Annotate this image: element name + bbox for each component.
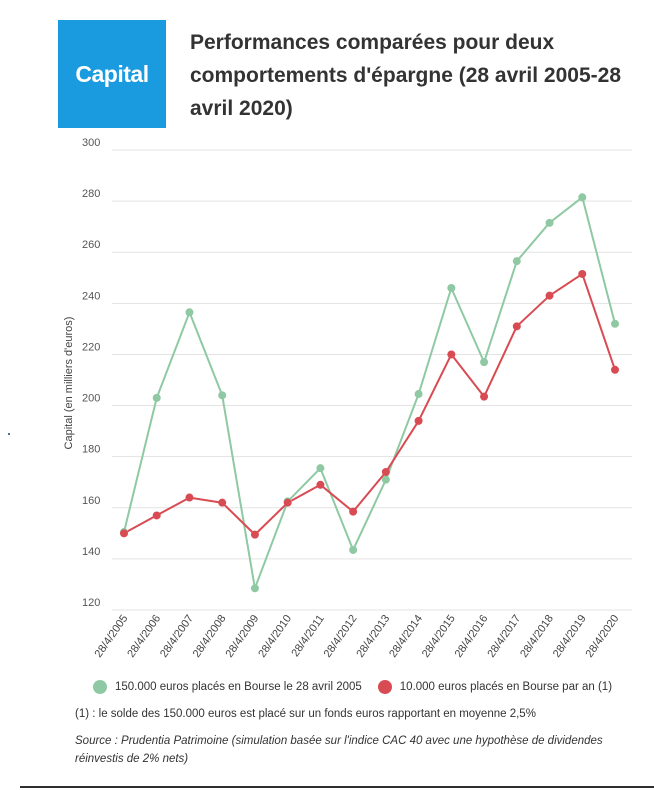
data-point-series-1[interactable]: [611, 319, 619, 328]
data-point-series-1[interactable]: [578, 193, 587, 202]
data-point-series-2[interactable]: [250, 530, 259, 539]
data-point-series-1[interactable]: [185, 308, 194, 317]
legend-label-series-2: 10.000 euros placés en Bourse par an (1): [399, 681, 613, 693]
data-point-series-1[interactable]: [316, 464, 325, 473]
legend-swatch-green: [93, 680, 107, 694]
data-point-series-2[interactable]: [218, 498, 227, 507]
y-tick-label: 260: [82, 239, 100, 251]
y-tick-label: 120: [82, 597, 100, 609]
legend-item-series-1[interactable]: 150.000 euros placés en Bourse le 28 avr…: [93, 680, 362, 694]
y-tick-label: 280: [82, 188, 100, 200]
chart-title: Performances comparées pour deux comport…: [190, 31, 622, 120]
data-point-series-2[interactable]: [578, 269, 587, 278]
y-tick-label: 160: [82, 495, 100, 507]
y-tick-label: 140: [82, 546, 100, 558]
data-point-series-2[interactable]: [545, 291, 554, 300]
stray-dot: [8, 433, 10, 435]
data-point-series-1[interactable]: [381, 475, 390, 484]
series-points: [120, 193, 619, 593]
legend: 150.000 euros placés en Bourse le 28 avr…: [93, 680, 633, 694]
data-point-series-2[interactable]: [283, 498, 292, 507]
data-point-series-2[interactable]: [480, 392, 489, 401]
y-tick-labels: 120 140 160 180 200 220 240 260 280 300: [82, 137, 100, 609]
data-point-series-1[interactable]: [250, 584, 259, 593]
legend-swatch-red: [377, 680, 392, 694]
data-point-series-2[interactable]: [152, 511, 161, 520]
x-tick-label: 28/4/2020: [584, 613, 622, 660]
data-point-series-1[interactable]: [447, 284, 456, 292]
data-point-series-2[interactable]: [349, 507, 358, 516]
series-lines: [123, 196, 616, 590]
series-line-1: [123, 196, 616, 590]
y-axis-label: Capital (en milliers d'euros): [63, 317, 75, 450]
data-point-series-2[interactable]: [447, 350, 456, 359]
data-point-series-1[interactable]: [545, 218, 554, 227]
capital-logo: Capital: [58, 20, 166, 128]
data-point-series-1[interactable]: [414, 390, 423, 399]
y-tick-label: 220: [82, 341, 100, 353]
data-point-series-2[interactable]: [185, 493, 194, 502]
data-point-series-1[interactable]: [349, 545, 358, 554]
footnote: (1) : le solde des 150.000 euros est pla…: [75, 708, 536, 720]
data-point-series-2[interactable]: [316, 480, 325, 489]
data-point-series-2[interactable]: [414, 416, 423, 425]
legend-label-series-1: 150.000 euros placés en Bourse le 28 avr…: [115, 681, 362, 693]
data-point-series-1[interactable]: [512, 257, 521, 266]
data-point-series-2[interactable]: [611, 365, 619, 374]
y-tick-label: 200: [82, 393, 100, 405]
y-tick-label: 180: [82, 444, 100, 456]
y-tick-label: 240: [82, 290, 100, 302]
bottom-divider: [20, 786, 654, 788]
data-point-series-1[interactable]: [218, 391, 227, 400]
data-point-series-1[interactable]: [152, 393, 161, 402]
y-tick-label: 300: [82, 137, 100, 149]
data-point-series-2[interactable]: [512, 322, 521, 331]
series-line-2: [123, 272, 616, 536]
source-note: Source : Prudentia Patrimoine (simulatio…: [75, 735, 603, 765]
data-point-series-2[interactable]: [120, 529, 128, 538]
x-tick-labels: 28/4/200528/4/200628/4/200728/4/200828/4…: [93, 613, 622, 660]
logo-text: Capital: [75, 60, 149, 87]
data-point-series-1[interactable]: [480, 358, 489, 367]
data-point-series-2[interactable]: [381, 468, 390, 476]
legend-item-series-2[interactable]: 10.000 euros placés en Bourse par an (1): [377, 680, 613, 694]
